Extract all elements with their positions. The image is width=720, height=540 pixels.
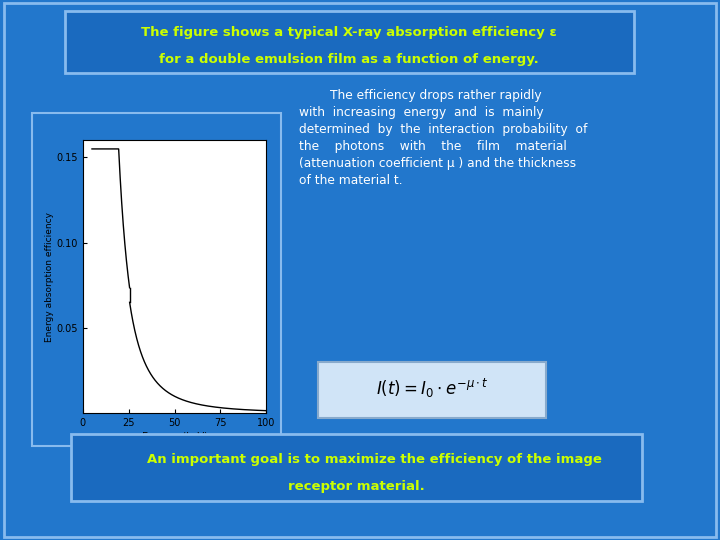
FancyBboxPatch shape [65,11,634,73]
FancyBboxPatch shape [318,362,546,418]
FancyBboxPatch shape [71,434,642,501]
Text: $I(t) = I_0 \cdot e^{-\mu \cdot t}$: $I(t) = I_0 \cdot e^{-\mu \cdot t}$ [376,377,488,401]
Text: for a double emulsion film as a function of energy.: for a double emulsion film as a function… [159,53,539,66]
Y-axis label: Energy absorption efficiency: Energy absorption efficiency [45,212,54,342]
Text: receptor material.: receptor material. [288,480,424,493]
X-axis label: Energy  (keV): Energy (keV) [142,432,207,442]
Text: The efficiency drops rather rapidly
with  increasing  energy  and  is  mainly
de: The efficiency drops rather rapidly with… [299,89,588,187]
Text: The figure shows a typical X-ray absorption efficiency ε: The figure shows a typical X-ray absorpt… [141,26,557,39]
Text: An important goal is to maximize the efficiency of the image: An important goal is to maximize the eff… [110,453,602,466]
